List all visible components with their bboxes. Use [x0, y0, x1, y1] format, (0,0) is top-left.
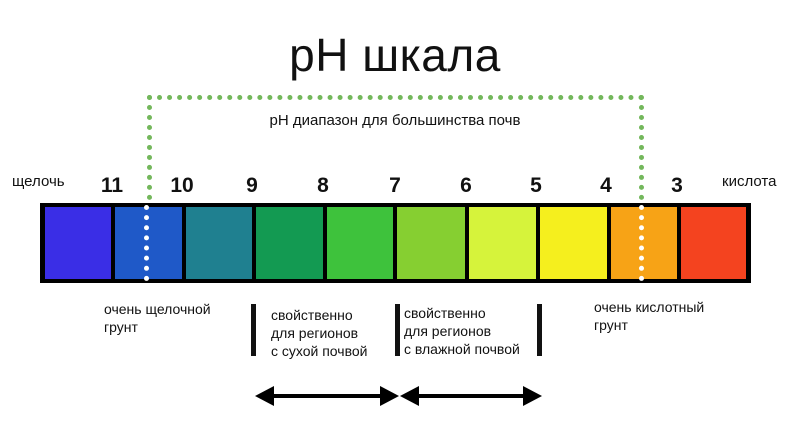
ph-number-8: 8	[317, 174, 329, 197]
ph-segment	[397, 207, 465, 279]
soil-range-left-marker	[144, 205, 154, 281]
ph-segment	[45, 207, 111, 279]
soil-range-label: pH диапазон для большинства почв	[269, 112, 521, 129]
dry-range-bar	[251, 304, 256, 356]
soil-range-right-marker	[639, 205, 649, 281]
ph-number-6: 6	[460, 174, 472, 197]
ph-segment	[681, 207, 746, 279]
page-title: pH шкала	[289, 29, 501, 81]
ph-segment	[540, 207, 607, 279]
wet-range-bar	[537, 304, 542, 356]
ph-segment	[611, 207, 677, 279]
ph-segment	[469, 207, 536, 279]
acid-label: кислота	[722, 173, 777, 190]
ph-number-7: 7	[389, 174, 401, 197]
ph-number-4: 4	[600, 174, 612, 197]
ph-number-5: 5	[530, 174, 542, 197]
very-alkaline-soil-text: очень щелочной грунт	[104, 301, 211, 335]
ph-segment	[256, 207, 323, 279]
ph-number-11: 11	[100, 174, 124, 197]
ph-number-3: 3	[671, 174, 683, 197]
ph-segment	[186, 207, 252, 279]
wet-region-text: свойственно для регионов с влажной почво…	[404, 305, 520, 357]
alkali-label: щелочь	[12, 173, 65, 190]
dry-region-text: свойственно для регионов с сухой почвой	[271, 307, 368, 359]
ph-number-10: 10	[170, 174, 194, 197]
very-acidic-soil-text: очень кислотный грунт	[594, 299, 705, 333]
divider-bar	[395, 304, 400, 356]
dry-range-arrow	[255, 386, 399, 406]
ph-scale-bar	[40, 203, 751, 283]
soil-range-outline	[147, 95, 644, 280]
wet-range-arrow	[400, 386, 542, 406]
ph-number-9: 9	[246, 174, 258, 197]
ph-segment	[327, 207, 393, 279]
